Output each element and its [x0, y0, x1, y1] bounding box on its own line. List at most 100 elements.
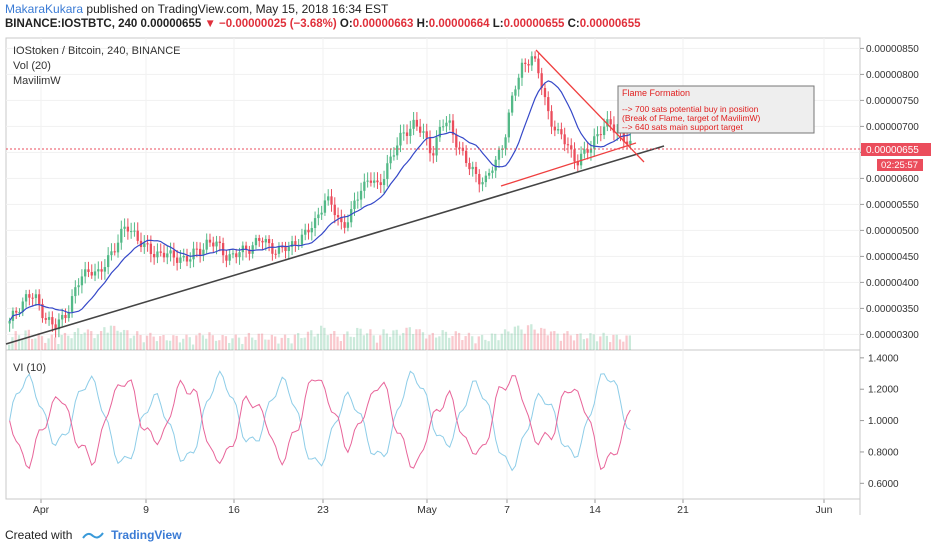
- volume-bar: [191, 344, 195, 350]
- volume-bar: [474, 343, 477, 350]
- volume-bar: [155, 341, 159, 350]
- candle-body: [274, 253, 277, 255]
- volume-bar: [530, 324, 533, 350]
- volume-bar: [290, 343, 293, 350]
- candle-body: [494, 159, 497, 171]
- candle-body: [300, 234, 304, 245]
- candle-body: [317, 214, 320, 219]
- volume-bar: [339, 341, 342, 350]
- volume-bar: [267, 339, 270, 350]
- volume-bar: [329, 333, 333, 350]
- candle-body: [146, 243, 149, 245]
- candle-body: [90, 271, 93, 276]
- vi-panel[interactable]: [5, 349, 861, 500]
- candle-body: [589, 148, 593, 153]
- candle-body: [487, 172, 491, 176]
- volume-bar: [448, 337, 451, 350]
- volume-bar: [408, 327, 411, 350]
- volume-bar: [47, 338, 50, 350]
- volume-bar: [428, 334, 431, 350]
- candle-body: [323, 200, 327, 213]
- candle-body: [343, 222, 346, 228]
- time-tick-label: May: [417, 504, 438, 516]
- volume-bar: [349, 336, 352, 350]
- volume-bar: [247, 332, 251, 350]
- candle-body: [330, 196, 333, 205]
- volume-bar: [605, 335, 609, 350]
- high-label: H:: [416, 18, 429, 30]
- candle-body: [389, 156, 392, 164]
- time-tick-label: 16: [228, 504, 240, 516]
- candle-body: [123, 226, 126, 229]
- volume-bar: [480, 334, 484, 350]
- candle-body: [432, 153, 435, 156]
- volume-bar: [80, 334, 83, 350]
- volume-bar: [99, 331, 103, 350]
- volume-bar: [415, 329, 418, 350]
- volume-bar: [221, 334, 224, 350]
- volume-bar: [323, 327, 326, 350]
- volume-bar: [63, 332, 67, 350]
- candle-body: [363, 181, 366, 191]
- volume-bar: [457, 332, 461, 350]
- candle-body: [212, 242, 215, 247]
- flame-lower-line[interactable]: [500, 142, 637, 187]
- candle-body: [281, 246, 284, 248]
- candle-body: [110, 251, 113, 256]
- close-value: 0.00000655: [579, 18, 641, 30]
- support-trendline[interactable]: [5, 145, 665, 345]
- candle-body: [471, 166, 474, 170]
- volume-bar: [454, 331, 457, 350]
- candle-body: [333, 204, 336, 216]
- volume-bar: [126, 330, 129, 350]
- volume-bar: [556, 333, 559, 350]
- vi-tick-label: 1.2000: [868, 385, 899, 396]
- annotation-box[interactable]: Flame Formation --> 700 sats potential b…: [617, 85, 815, 134]
- volume-bar: [142, 342, 145, 350]
- volume-bar: [145, 335, 149, 350]
- price-tick-label: 0.00000600: [866, 174, 919, 185]
- volume-bar: [53, 337, 57, 350]
- candle-body: [103, 267, 107, 272]
- volume-bar: [510, 333, 513, 350]
- last-price: 0.00000655: [140, 18, 202, 30]
- candle-body: [231, 253, 235, 255]
- candle-body: [133, 230, 136, 232]
- volume-bar: [11, 337, 14, 350]
- volume-bar: [336, 336, 339, 350]
- volume-bar: [159, 336, 162, 350]
- candle-body: [87, 269, 90, 272]
- volume-bar: [566, 331, 569, 350]
- volume-bar: [517, 325, 520, 350]
- candle-body: [271, 243, 274, 254]
- author-link[interactable]: MakaraKukara: [5, 2, 84, 16]
- tradingview-brand[interactable]: TradingView: [111, 528, 182, 542]
- candle-body: [77, 285, 80, 288]
- time-tick-label: 21: [677, 504, 689, 516]
- candle-body: [599, 134, 602, 136]
- volume-bar: [543, 328, 546, 350]
- volume-bar: [17, 335, 21, 350]
- volume-bar: [264, 339, 267, 350]
- volume-bar: [257, 333, 260, 350]
- candle-body: [172, 250, 176, 258]
- candle-body: [491, 170, 494, 173]
- volume-bar: [83, 332, 86, 350]
- candle-body: [399, 132, 402, 146]
- candle-body: [152, 254, 156, 258]
- last-price-tag: [861, 143, 931, 156]
- price-tick-label: 0.00000450: [866, 252, 919, 263]
- price-panel[interactable]: [5, 37, 861, 351]
- candle-body: [195, 248, 198, 250]
- volume-bar: [172, 335, 175, 350]
- tradingview-logo-icon: [81, 532, 104, 539]
- candle-body: [284, 246, 287, 252]
- volume-bar: [96, 334, 99, 350]
- flame-upper-line[interactable]: [535, 49, 645, 163]
- volume-bar: [27, 329, 30, 350]
- candle-body: [179, 257, 182, 263]
- candle-body: [61, 314, 64, 320]
- volume-bar: [507, 331, 510, 350]
